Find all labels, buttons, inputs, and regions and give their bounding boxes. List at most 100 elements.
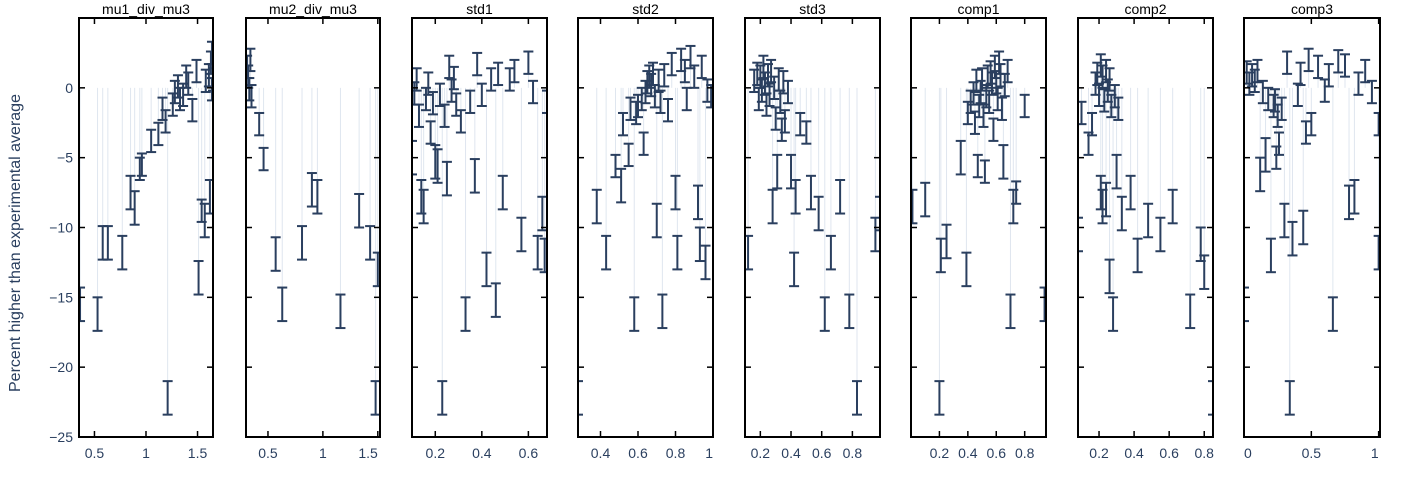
error-bar [801,120,812,145]
x-tick-label: 0.8 [843,445,863,461]
panel-frame [78,17,214,438]
error-bar [851,380,862,416]
error-bar [758,54,769,80]
error-bar [372,251,380,288]
panel-title: std2 [632,1,659,17]
panel-3: 0.4 0.6 0.8 1 std2 [577,1,714,461]
error-bar [1199,254,1210,290]
error-bar [1116,195,1127,232]
error-bar [1260,137,1271,173]
error-bar [1292,82,1303,107]
error-bar [1087,111,1098,137]
error-bar [312,179,323,215]
error-bar [1095,174,1106,211]
error-bar [1295,61,1306,87]
error-bar [476,82,487,107]
error-bar [1208,380,1213,416]
error-bar [539,237,547,274]
error-bar [769,75,780,101]
error-bar [1167,188,1178,225]
error-bar [875,195,880,232]
x-tick-label: 0.2 [426,445,446,461]
error-bar [772,153,783,190]
error-bar [434,82,445,107]
error-bar [1360,58,1371,84]
error-bar [1339,53,1350,78]
error-bar [955,139,966,176]
error-bar [631,100,642,126]
error-bar [270,236,281,272]
error-bar [779,109,790,134]
error-bar [208,67,213,92]
error-bar [1185,293,1196,330]
error-bar [204,179,213,215]
x-tick-label: 0.4 [958,445,978,461]
error-bar [1132,237,1143,274]
error-bar [700,244,711,281]
error-bar [1252,58,1263,84]
panel-title: std3 [799,1,826,17]
error-bar [117,234,128,271]
error-bar [335,293,346,330]
x-tick-label: 1 [705,445,713,461]
error-bar [825,234,836,271]
error-bar [1323,63,1334,88]
error-bar [416,179,427,215]
error-bar [591,188,602,225]
stem-group [1244,59,1380,398]
error-bar [935,237,946,274]
error-bar [537,195,547,232]
panel-7: 0 0.5 1 comp3 [1243,1,1381,461]
error-bar [412,67,422,92]
error-bar [493,61,504,87]
x-tick-label: 0.6 [628,445,648,461]
error-bar [789,251,800,288]
error-bar [870,216,880,253]
error-bar [129,190,140,226]
error-bar [365,225,376,261]
x-tick-label: 0.4 [781,445,801,461]
error-bar [1078,216,1083,253]
errorbar-group [578,44,713,416]
stem-group [1078,65,1213,398]
error-bar [205,50,213,75]
x-tick-label: 1.5 [358,445,378,461]
error-bar [1287,220,1298,257]
panel-6: 0.2 0.4 0.6 0.8 comp2 [1077,1,1214,461]
error-bar [306,172,317,208]
error-bar [528,79,539,105]
y-tick-label: −5 [57,150,73,166]
error-bar [693,184,703,221]
error-bar [1373,234,1380,271]
error-bar [160,109,171,134]
error-bar [782,79,793,105]
errorbar-group [1078,53,1213,416]
error-bar [1244,286,1249,323]
error-bar [601,234,612,271]
x-tick-label: 0.5 [85,445,105,461]
error-bar [972,153,983,179]
error-bar [1327,296,1338,332]
error-bar [920,181,931,218]
error-bar [813,195,824,232]
error-bar [844,293,855,330]
error-bar [297,225,308,261]
error-bar [425,120,436,145]
error-bar [451,92,462,117]
error-bar [486,67,497,92]
error-bar [79,286,86,323]
error-bar [469,158,480,194]
error-bar [509,58,520,84]
error-bar [102,225,113,261]
error-bar [430,144,441,180]
error-bar [629,296,640,332]
panel-1: 0.5 1 1.5 mu2_div_mu3 [245,1,381,461]
error-bar [659,63,670,88]
error-bar [441,160,452,197]
panel-5: 0.2 0.4 0.6 0.8 comp1 [910,1,1047,461]
error-bar [523,50,534,75]
x-tick-label: 1 [319,445,327,461]
error-bar [1333,49,1344,74]
error-bar [472,51,483,77]
